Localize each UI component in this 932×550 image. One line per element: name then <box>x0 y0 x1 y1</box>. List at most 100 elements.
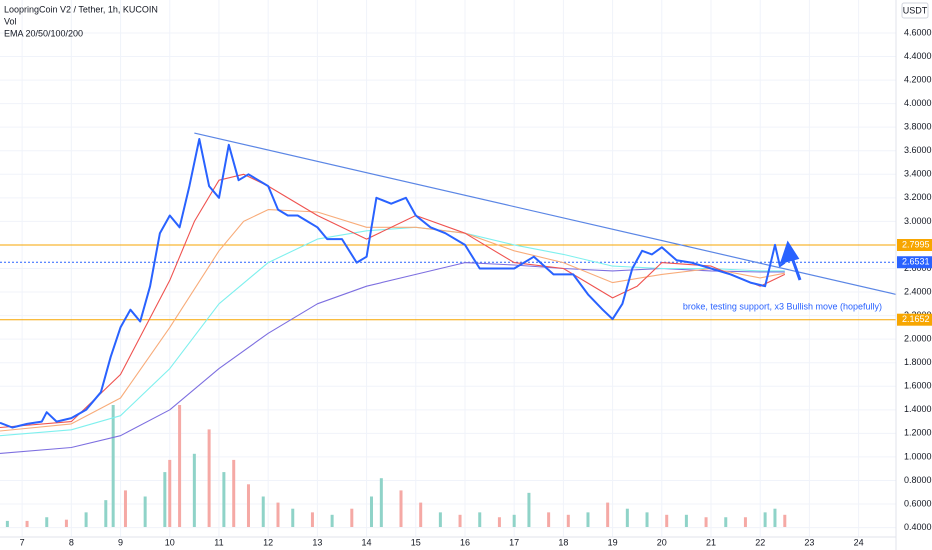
volume-bar <box>123 490 127 527</box>
x-tick-label: 10 <box>165 537 175 547</box>
annotation: broke, testing support, x3 Bullish move … <box>683 301 882 311</box>
volume-bar <box>527 492 531 527</box>
volume-bar <box>586 512 590 527</box>
volume-bar <box>625 508 629 527</box>
volume-bar <box>704 517 708 527</box>
x-tick-label: 8 <box>69 537 74 547</box>
volume-bar <box>419 502 423 527</box>
plot-area <box>0 0 897 537</box>
y-tick-label: 3.2000 <box>904 192 932 202</box>
volume-bar <box>222 472 226 527</box>
y-tick-label: 1.2000 <box>904 428 932 438</box>
volume-bar <box>5 520 9 527</box>
level-label-box <box>897 256 932 269</box>
volume-bar <box>783 514 787 527</box>
volume-bar <box>497 517 501 527</box>
volume-bar <box>606 502 610 527</box>
subtitle: Vol <box>4 16 17 26</box>
volume-bar <box>261 496 265 527</box>
y-tick-label: 1.8000 <box>904 357 932 367</box>
price-line <box>0 138 786 429</box>
chart-title: LoopringCoin V2 / Tether, 1h, KUCOIN <box>4 4 158 14</box>
y-tick-label: 3.0000 <box>904 216 932 226</box>
volume-bar <box>291 508 295 527</box>
volume-bar <box>84 512 88 527</box>
indicator-label: EMA 20/50/100/200 <box>4 28 83 38</box>
x-tick-label: 24 <box>854 537 864 547</box>
volume-bar <box>64 519 68 527</box>
volume-bar <box>379 478 383 527</box>
level-label: 2.6531 <box>902 257 930 267</box>
ema-line <box>0 173 786 429</box>
y-tick-label: 1.4000 <box>904 404 932 414</box>
y-tick-label: 1.0000 <box>904 451 932 461</box>
volume-bar <box>163 472 167 527</box>
y-tick-label: 3.8000 <box>904 122 932 132</box>
y-tick-label: 2.4000 <box>904 286 932 296</box>
volume-bar <box>458 514 462 527</box>
volume-bar <box>143 496 147 527</box>
volume-bar <box>763 512 767 527</box>
x-tick-label: 16 <box>460 537 470 547</box>
ema-line <box>0 262 785 454</box>
x-tick-label: 22 <box>755 537 765 547</box>
volume-bar <box>665 514 669 527</box>
volume-bar <box>276 502 280 527</box>
y-tick-label: 2.0000 <box>904 334 932 344</box>
volume-bar <box>192 453 196 527</box>
volume-bar <box>330 514 334 527</box>
x-tick-label: 9 <box>118 537 123 547</box>
x-tick-label: 14 <box>362 537 372 547</box>
volume-bar <box>438 512 442 527</box>
x-tick-label: 7 <box>20 537 25 547</box>
x-tick-label: 20 <box>657 537 667 547</box>
y-tick-label: 4.2000 <box>904 74 932 84</box>
x-tick-label: 21 <box>706 537 716 547</box>
volume-bar <box>566 514 570 527</box>
volume-bar <box>25 520 29 527</box>
volume-bar <box>178 405 182 527</box>
y-tick-label: 0.4000 <box>904 522 932 532</box>
volume-bar <box>645 512 649 527</box>
volume-bar <box>246 484 250 527</box>
x-tick-label: 19 <box>608 537 618 547</box>
level-label: 2.7995 <box>902 239 930 249</box>
volume-bar <box>399 490 403 527</box>
volume-bar <box>45 517 49 527</box>
volume-bar <box>168 459 172 527</box>
y-tick-label: 0.8000 <box>904 475 932 485</box>
volume-bar <box>207 429 211 527</box>
volume-bar <box>743 517 747 527</box>
y-tick-label: 1.6000 <box>904 381 932 391</box>
y-tick-label: 4.6000 <box>904 27 932 37</box>
x-tick-label: 11 <box>214 537 223 547</box>
x-tick-label: 18 <box>558 537 568 547</box>
trendline <box>194 132 897 295</box>
volume-bar <box>773 508 777 527</box>
y-tick-label: 3.6000 <box>904 145 932 155</box>
x-tick-label: 15 <box>411 537 421 547</box>
y-tick-label: 0.6000 <box>904 498 932 508</box>
volume-bar <box>724 517 728 527</box>
currency: USDT <box>903 5 928 15</box>
volume-bar <box>684 514 688 527</box>
volume-bar <box>512 514 516 527</box>
x-tick-label: 17 <box>509 537 519 547</box>
level-label: 2.1652 <box>902 314 930 324</box>
volume-bar <box>478 512 482 527</box>
volume-bar <box>350 508 354 527</box>
volume-bar <box>111 405 115 527</box>
level-label-box <box>897 313 932 326</box>
volume-bar <box>104 500 108 527</box>
volume-bar <box>547 512 551 527</box>
x-tick-label: 23 <box>804 537 814 547</box>
volume-bar <box>310 512 314 527</box>
currency-box <box>901 2 929 19</box>
y-tick-label: 3.4000 <box>904 169 932 179</box>
y-tick-label: 4.4000 <box>904 51 932 61</box>
volume-bar <box>232 459 236 527</box>
annotation-arrow <box>779 240 802 281</box>
x-tick-label: 12 <box>263 537 273 547</box>
